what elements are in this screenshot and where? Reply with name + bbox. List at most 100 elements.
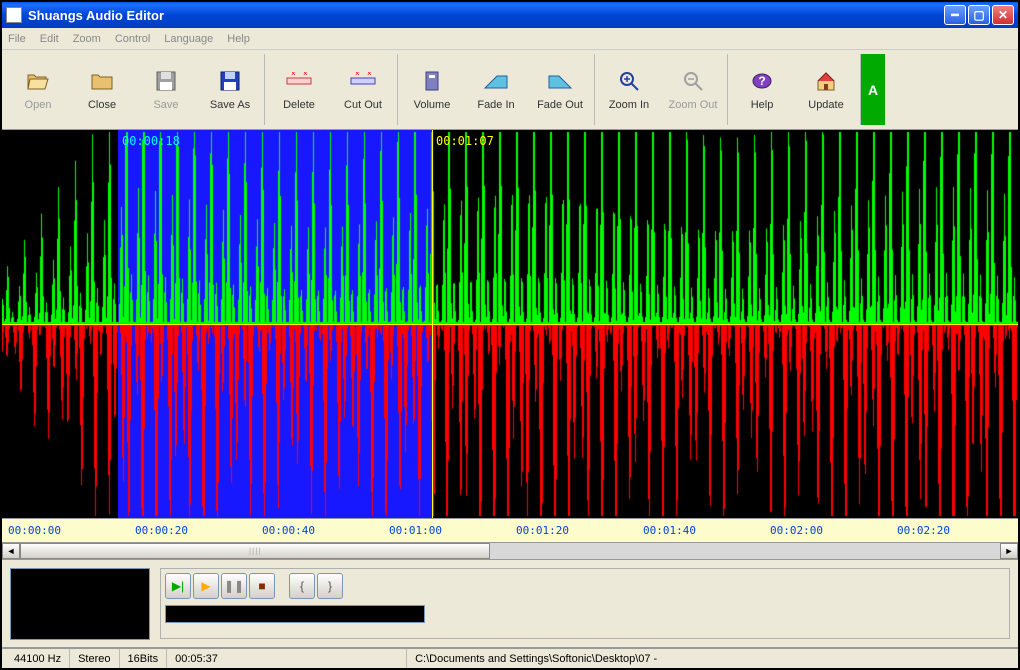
horizontal-scrollbar[interactable]: ◄ ► — [2, 542, 1018, 560]
cutout-icon: ×× — [349, 69, 377, 93]
cut-out-button[interactable]: ××Cut Out — [331, 54, 395, 125]
close-button[interactable]: ✕ — [992, 5, 1014, 25]
play-start-button[interactable]: ▶| — [165, 573, 191, 599]
timeline-tick: 00:00:00 — [8, 524, 61, 537]
toolbar-group: ××Delete××Cut Out — [265, 54, 398, 125]
disk-gray-icon — [152, 69, 180, 93]
timeline-tick: 00:01:00 — [389, 524, 442, 537]
playback-progress[interactable] — [165, 605, 425, 623]
toolbar-group: Zoom In Zoom Out — [595, 54, 728, 125]
statusbar: 44100 Hz Stereo 16Bits 00:05:37 C:\Docum… — [2, 648, 1018, 668]
update-button[interactable]: Update — [794, 54, 858, 125]
fade-in-button[interactable]: Fade In — [464, 54, 528, 125]
delete-button[interactable]: ××Delete — [267, 54, 331, 125]
svg-text:?: ? — [758, 74, 765, 88]
close-button[interactable]: Close — [70, 54, 134, 125]
toolbar-badge[interactable]: A — [861, 54, 885, 125]
fadein-icon — [482, 69, 510, 93]
timeline-tick: 00:00:20 — [135, 524, 188, 537]
menu-zoom[interactable]: Zoom — [73, 33, 101, 45]
disk-blue-icon — [216, 69, 244, 93]
status-bits: 16Bits — [120, 649, 168, 668]
window-title: Shuangs Audio Editor — [28, 8, 944, 23]
open-button: Open — [6, 54, 70, 125]
waveform[interactable]: 00:00:18 00:01:07 — [2, 130, 1018, 518]
tool-label: Volume — [414, 99, 451, 111]
playhead-timestamp: 00:01:07 — [436, 134, 494, 148]
folder-open-icon — [24, 69, 52, 93]
timeline-tick: 00:01:20 — [516, 524, 569, 537]
playhead[interactable] — [432, 130, 433, 518]
timeline-tick: 00:02:20 — [897, 524, 950, 537]
playback-controls-group: ▶|▶❚❚■ {} — [160, 568, 1010, 639]
spacer — [277, 573, 287, 599]
tool-label: Cut Out — [344, 99, 382, 111]
svg-text:×: × — [291, 72, 296, 78]
minimize-button[interactable]: ━ — [944, 5, 966, 25]
bracket-close-button[interactable]: } — [317, 573, 343, 599]
play-button[interactable]: ▶ — [193, 573, 219, 599]
menubar: File Edit Zoom Control Language Help — [2, 28, 1018, 50]
delete-icon: ×× — [285, 69, 313, 93]
tool-label: Open — [25, 99, 52, 111]
tool-label: Save — [153, 99, 178, 111]
scroll-track[interactable] — [20, 543, 1000, 559]
window-buttons: ━ ▢ ✕ — [944, 5, 1014, 25]
tool-label: Help — [751, 99, 774, 111]
svg-text:×: × — [367, 72, 372, 78]
scroll-thumb[interactable] — [20, 543, 490, 559]
titlebar[interactable]: Shuangs Audio Editor ━ ▢ ✕ — [2, 2, 1018, 28]
toolbar-group: Volume Fade In Fade Out — [398, 54, 595, 125]
tool-label: Fade Out — [537, 99, 583, 111]
playback-panel: ▶|▶❚❚■ {} — [2, 560, 1018, 648]
help-button[interactable]: ? Help — [730, 54, 794, 125]
timeline-tick: 00:01:40 — [643, 524, 696, 537]
timeline-tick: 00:00:40 — [262, 524, 315, 537]
tool-label: Delete — [283, 99, 315, 111]
zoomin-icon — [615, 69, 643, 93]
fade-out-button[interactable]: Fade Out — [528, 54, 592, 125]
menu-language[interactable]: Language — [164, 33, 213, 45]
menu-file[interactable]: File — [8, 33, 26, 45]
tool-label: Close — [88, 99, 116, 111]
maximize-button[interactable]: ▢ — [968, 5, 990, 25]
help-icon: ? — [748, 69, 776, 93]
svg-text:×: × — [303, 72, 308, 78]
bracket-open-button[interactable]: { — [289, 573, 315, 599]
tool-label: Zoom Out — [669, 99, 718, 111]
status-sample-rate: 44100 Hz — [6, 649, 70, 668]
scroll-left-button[interactable]: ◄ — [2, 543, 20, 559]
status-duration: 00:05:37 — [167, 649, 407, 668]
save-as-button[interactable]: Save As — [198, 54, 262, 125]
toolbar-group: Open Close Save Save As — [4, 54, 265, 125]
center-line — [2, 324, 1018, 325]
toolbar: OpenCloseSaveSave As××Delete××Cut OutVol… — [2, 50, 1018, 130]
mini-waveform[interactable] — [10, 568, 150, 640]
tool-label: Save As — [210, 99, 250, 111]
app-window: Shuangs Audio Editor ━ ▢ ✕ File Edit Zoom C… — [0, 0, 1020, 670]
timeline[interactable]: 00:00:00 00:00:20 00:00:40 00:01:00 00:01:20… — [2, 518, 1018, 542]
status-channels: Stereo — [70, 649, 119, 668]
folder-close-icon — [88, 69, 116, 93]
pause-button[interactable]: ❚❚ — [221, 573, 247, 599]
toolbar-group: ? Help Update — [728, 54, 861, 125]
stop-button[interactable]: ■ — [249, 573, 275, 599]
volume-button[interactable]: Volume — [400, 54, 464, 125]
fadeout-icon — [546, 69, 574, 93]
timeline-tick: 00:02:00 — [770, 524, 823, 537]
tool-label: Zoom In — [609, 99, 649, 111]
status-filepath: C:\Documents and Settings\Softonic\Deskt… — [407, 653, 1014, 665]
selection-start-timestamp: 00:00:18 — [122, 134, 180, 148]
zoom-in-button[interactable]: Zoom In — [597, 54, 661, 125]
svg-text:×: × — [355, 72, 360, 78]
menu-help[interactable]: Help — [227, 33, 250, 45]
menu-edit[interactable]: Edit — [40, 33, 59, 45]
scroll-right-button[interactable]: ► — [1000, 543, 1018, 559]
menu-control[interactable]: Control — [115, 33, 150, 45]
tool-label: Update — [808, 99, 843, 111]
save-button: Save — [134, 54, 198, 125]
playback-buttons: ▶|▶❚❚■ {} — [165, 573, 1005, 599]
zoom-out-button: Zoom Out — [661, 54, 725, 125]
volume-icon — [418, 69, 446, 93]
zoomout-icon — [679, 69, 707, 93]
